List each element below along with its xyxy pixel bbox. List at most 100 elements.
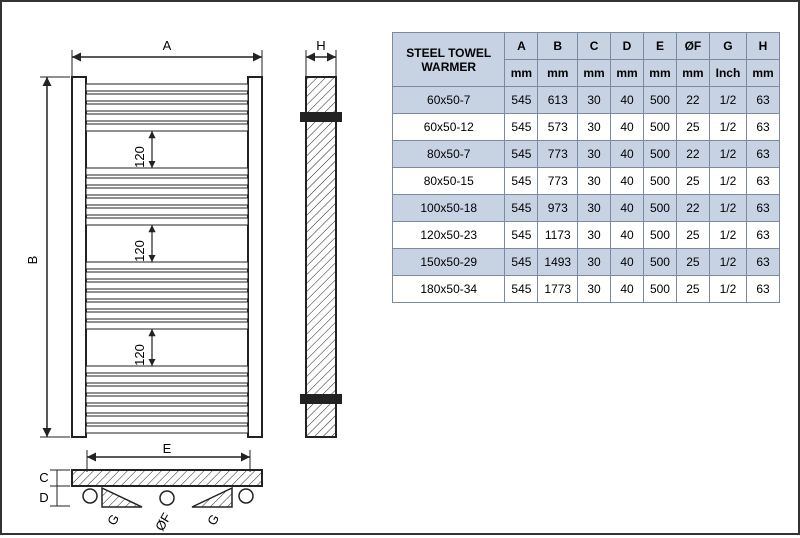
cell: 25 <box>676 276 709 303</box>
cell: 500 <box>643 114 676 141</box>
gap-label-1: 120 <box>132 146 147 168</box>
cell: 22 <box>676 195 709 222</box>
dim-h: H <box>316 38 325 53</box>
cell: 1/2 <box>709 87 746 114</box>
row-name: 80x50-7 <box>393 141 505 168</box>
cell: 1/2 <box>709 222 746 249</box>
dim-a: A <box>163 38 172 53</box>
cell: 500 <box>643 141 676 168</box>
cell: 545 <box>505 168 538 195</box>
cell: 40 <box>611 276 644 303</box>
cell: 1/2 <box>709 276 746 303</box>
cell: 63 <box>747 249 780 276</box>
header-row-cols: STEEL TOWEL WARMER A B C D E ØF G H <box>393 33 780 60</box>
cell: 1/2 <box>709 168 746 195</box>
cell: 613 <box>538 87 578 114</box>
cell: 63 <box>747 114 780 141</box>
cell: 545 <box>505 141 538 168</box>
cell: 30 <box>578 222 611 249</box>
cell: 63 <box>747 168 780 195</box>
dim-g2: G <box>204 512 222 528</box>
gap-label-2: 120 <box>132 240 147 262</box>
cell: 40 <box>611 87 644 114</box>
cell: 40 <box>611 195 644 222</box>
unit-a: mm <box>505 60 538 87</box>
page: A <box>0 0 800 535</box>
cell: 30 <box>578 276 611 303</box>
front-view: A <box>25 38 262 437</box>
dim-b: B <box>25 256 40 265</box>
spec-table: STEEL TOWEL WARMER A B C D E ØF G H mm m… <box>392 32 780 303</box>
col-of: ØF <box>676 33 709 60</box>
cell: 500 <box>643 222 676 249</box>
unit-g: Inch <box>709 60 746 87</box>
table-row: 180x50-3454517733040500251/263 <box>393 276 780 303</box>
cell: 30 <box>578 87 611 114</box>
cell: 1/2 <box>709 249 746 276</box>
cell: 545 <box>505 87 538 114</box>
dim-e: E <box>163 441 172 456</box>
cell: 40 <box>611 141 644 168</box>
cell: 1173 <box>538 222 578 249</box>
cell: 545 <box>505 276 538 303</box>
technical-diagram: A <box>2 2 382 533</box>
dim-d: D <box>39 490 48 505</box>
row-name: 100x50-18 <box>393 195 505 222</box>
cell: 40 <box>611 168 644 195</box>
col-e: E <box>643 33 676 60</box>
cell: 25 <box>676 222 709 249</box>
cell: 545 <box>505 249 538 276</box>
cell: 22 <box>676 87 709 114</box>
header-title: STEEL TOWEL WARMER <box>393 33 505 87</box>
spec-table-area: STEEL TOWEL WARMER A B C D E ØF G H mm m… <box>382 2 798 533</box>
col-c: C <box>578 33 611 60</box>
cell: 40 <box>611 114 644 141</box>
cell: 500 <box>643 87 676 114</box>
cell: 1773 <box>538 276 578 303</box>
cell: 1/2 <box>709 195 746 222</box>
cell: 1/2 <box>709 141 746 168</box>
col-h: H <box>747 33 780 60</box>
cell: 773 <box>538 168 578 195</box>
cell: 63 <box>747 195 780 222</box>
cell: 63 <box>747 222 780 249</box>
cell: 573 <box>538 114 578 141</box>
dim-g1: G <box>104 512 122 528</box>
table-row: 60x50-75456133040500221/263 <box>393 87 780 114</box>
cell: 500 <box>643 168 676 195</box>
cell: 1493 <box>538 249 578 276</box>
unit-c: mm <box>578 60 611 87</box>
row-name: 80x50-15 <box>393 168 505 195</box>
col-b: B <box>538 33 578 60</box>
cell: 773 <box>538 141 578 168</box>
unit-h: mm <box>747 60 780 87</box>
table-row: 100x50-185459733040500221/263 <box>393 195 780 222</box>
cell: 63 <box>747 87 780 114</box>
side-view: H <box>300 38 342 437</box>
table-row: 60x50-125455733040500251/263 <box>393 114 780 141</box>
cell: 25 <box>676 168 709 195</box>
table-row: 120x50-2354511733040500251/263 <box>393 222 780 249</box>
row-name: 60x50-12 <box>393 114 505 141</box>
cell: 25 <box>676 114 709 141</box>
table-row: 80x50-75457733040500221/263 <box>393 141 780 168</box>
cell: 63 <box>747 276 780 303</box>
cell: 30 <box>578 168 611 195</box>
diagram-svg: A <box>2 2 382 533</box>
dim-c: C <box>39 470 48 485</box>
col-d: D <box>611 33 644 60</box>
cell: 1/2 <box>709 114 746 141</box>
cell: 500 <box>643 195 676 222</box>
cell: 545 <box>505 195 538 222</box>
cell: 545 <box>505 114 538 141</box>
cell: 40 <box>611 249 644 276</box>
unit-of: mm <box>676 60 709 87</box>
gap-label-3: 120 <box>132 344 147 366</box>
row-name: 180x50-34 <box>393 276 505 303</box>
cell: 25 <box>676 249 709 276</box>
cell: 500 <box>643 249 676 276</box>
unit-d: mm <box>611 60 644 87</box>
row-name: 150x50-29 <box>393 249 505 276</box>
cell: 545 <box>505 222 538 249</box>
cell: 30 <box>578 114 611 141</box>
